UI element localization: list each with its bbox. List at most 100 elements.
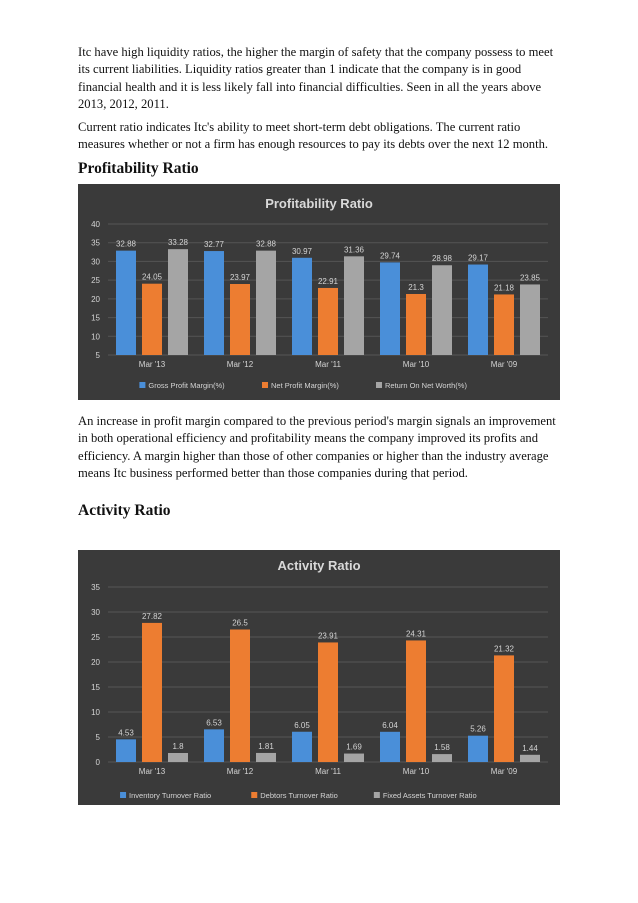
- heading-activity: Activity Ratio: [78, 502, 171, 519]
- data-label: 1.69: [346, 743, 362, 752]
- y-tick-label: 25: [91, 276, 100, 285]
- bar: [230, 283, 250, 355]
- data-label: 1.44: [522, 744, 538, 753]
- legend-label: Net Profit Margin(%): [271, 381, 339, 390]
- bar: [520, 284, 540, 355]
- data-label: 1.81: [258, 742, 274, 751]
- data-label: 24.31: [406, 629, 427, 638]
- data-label: 4.53: [118, 728, 134, 737]
- data-label: 33.28: [168, 238, 189, 247]
- data-label: 1.8: [172, 742, 184, 751]
- legend-label: Inventory Turnover Ratio: [129, 791, 211, 800]
- x-tick-label: Mar '13: [139, 360, 166, 369]
- paragraph-profit-margin: An increase in profit margin compared to…: [78, 414, 556, 481]
- y-tick-label: 20: [91, 658, 100, 667]
- data-label: 1.58: [434, 743, 450, 752]
- x-tick-label: Mar '11: [315, 360, 341, 369]
- x-tick-label: Mar '09: [491, 767, 518, 776]
- bar: [256, 250, 276, 355]
- data-label: 30.97: [292, 247, 313, 256]
- data-label: 22.91: [318, 277, 339, 286]
- y-tick-label: 5: [96, 351, 101, 360]
- legend-label: Debtors Turnover Ratio: [260, 791, 338, 800]
- y-tick-label: 0: [96, 758, 101, 767]
- paragraph-liquidity: Itc have high liquidity ratios, the high…: [78, 45, 554, 112]
- y-tick-label: 15: [91, 314, 100, 323]
- data-label: 6.04: [382, 721, 398, 730]
- bar: [142, 283, 162, 355]
- legend-swatch: [120, 792, 127, 798]
- legend-swatch: [373, 792, 380, 798]
- profitability-chart-svg: Profitability Ratio 5 10 15 20 25 30 35 40 32.88 2…: [91, 196, 548, 390]
- bar: [380, 731, 400, 762]
- bar: [520, 754, 540, 762]
- data-label: 31.36: [344, 245, 365, 254]
- data-label: 23.91: [318, 631, 339, 640]
- activity-chart: Activity Ratio 0 5 10 15 20 25 30 35 4.53 27.82 1.8…: [78, 550, 560, 805]
- activity-chart-svg: Activity Ratio 0 5 10 15 20 25 30 35 4.53 27.82 1.8…: [91, 558, 548, 800]
- heading-profitability: Profitability Ratio: [78, 160, 199, 177]
- x-tick-label: Mar '12: [227, 767, 254, 776]
- paragraph-current-ratio: Current ratio indicates Itc's ability to…: [78, 120, 549, 152]
- x-tick-label: Mar '10: [403, 360, 430, 369]
- data-label: 21.32: [494, 644, 515, 653]
- bar: [344, 256, 364, 355]
- data-label: 29.17: [468, 254, 489, 263]
- legend-label: Return On Net Worth(%): [385, 381, 467, 390]
- data-label: 26.5: [232, 619, 248, 628]
- legend-label: Fixed Assets Turnover Ratio: [383, 791, 477, 800]
- x-tick-label: Mar '13: [139, 767, 166, 776]
- x-tick-label: Mar '12: [227, 360, 254, 369]
- bar: [116, 250, 136, 355]
- data-label: 21.18: [494, 283, 515, 292]
- legend-swatch: [262, 382, 268, 388]
- y-tick-label: 15: [91, 683, 100, 692]
- bar: [432, 265, 452, 355]
- y-tick-label: 30: [91, 608, 100, 617]
- y-tick-label: 40: [91, 220, 100, 229]
- bar: [380, 262, 400, 355]
- data-label: 23.85: [520, 273, 541, 282]
- bar: [318, 642, 338, 762]
- bar: [230, 629, 250, 762]
- y-tick-label: 35: [91, 583, 100, 592]
- data-label: 32.88: [116, 240, 137, 249]
- bar: [204, 251, 224, 355]
- bar: [494, 655, 514, 762]
- bar: [168, 753, 188, 762]
- profitability-chart: Profitability Ratio 5 10 15 20 25 30 35 40 32.88 2…: [78, 184, 560, 400]
- legend-swatch: [251, 792, 258, 798]
- bar: [142, 622, 162, 762]
- data-label: 23.97: [230, 273, 251, 282]
- bar: [344, 753, 364, 762]
- bar: [116, 739, 136, 762]
- data-label: 27.82: [142, 612, 163, 621]
- bar: [468, 264, 488, 355]
- x-tick-label: Mar '09: [491, 360, 518, 369]
- y-tick-label: 10: [91, 708, 100, 717]
- bar: [432, 754, 452, 762]
- data-label: 6.05: [294, 721, 310, 730]
- y-tick-label: 5: [96, 733, 101, 742]
- bar: [292, 257, 312, 355]
- data-label: 24.05: [142, 273, 163, 282]
- bar: [168, 249, 188, 355]
- data-label: 29.74: [380, 251, 401, 260]
- bar: [406, 293, 426, 355]
- bar: [318, 287, 338, 355]
- y-tick-label: 35: [91, 239, 100, 248]
- bar: [406, 640, 426, 762]
- data-label: 32.88: [256, 240, 277, 249]
- data-label: 32.77: [204, 240, 225, 249]
- bar: [292, 731, 312, 762]
- bar: [204, 729, 224, 762]
- chart-title: Activity Ratio: [277, 558, 360, 573]
- legend-label: Gross Profit Margin(%): [148, 381, 225, 390]
- x-tick-label: Mar '10: [403, 767, 430, 776]
- y-tick-label: 10: [91, 332, 100, 341]
- data-label: 21.3: [408, 283, 424, 292]
- y-tick-label: 20: [91, 295, 100, 304]
- bar: [468, 735, 488, 762]
- y-tick-label: 30: [91, 257, 100, 266]
- x-tick-label: Mar '11: [315, 767, 341, 776]
